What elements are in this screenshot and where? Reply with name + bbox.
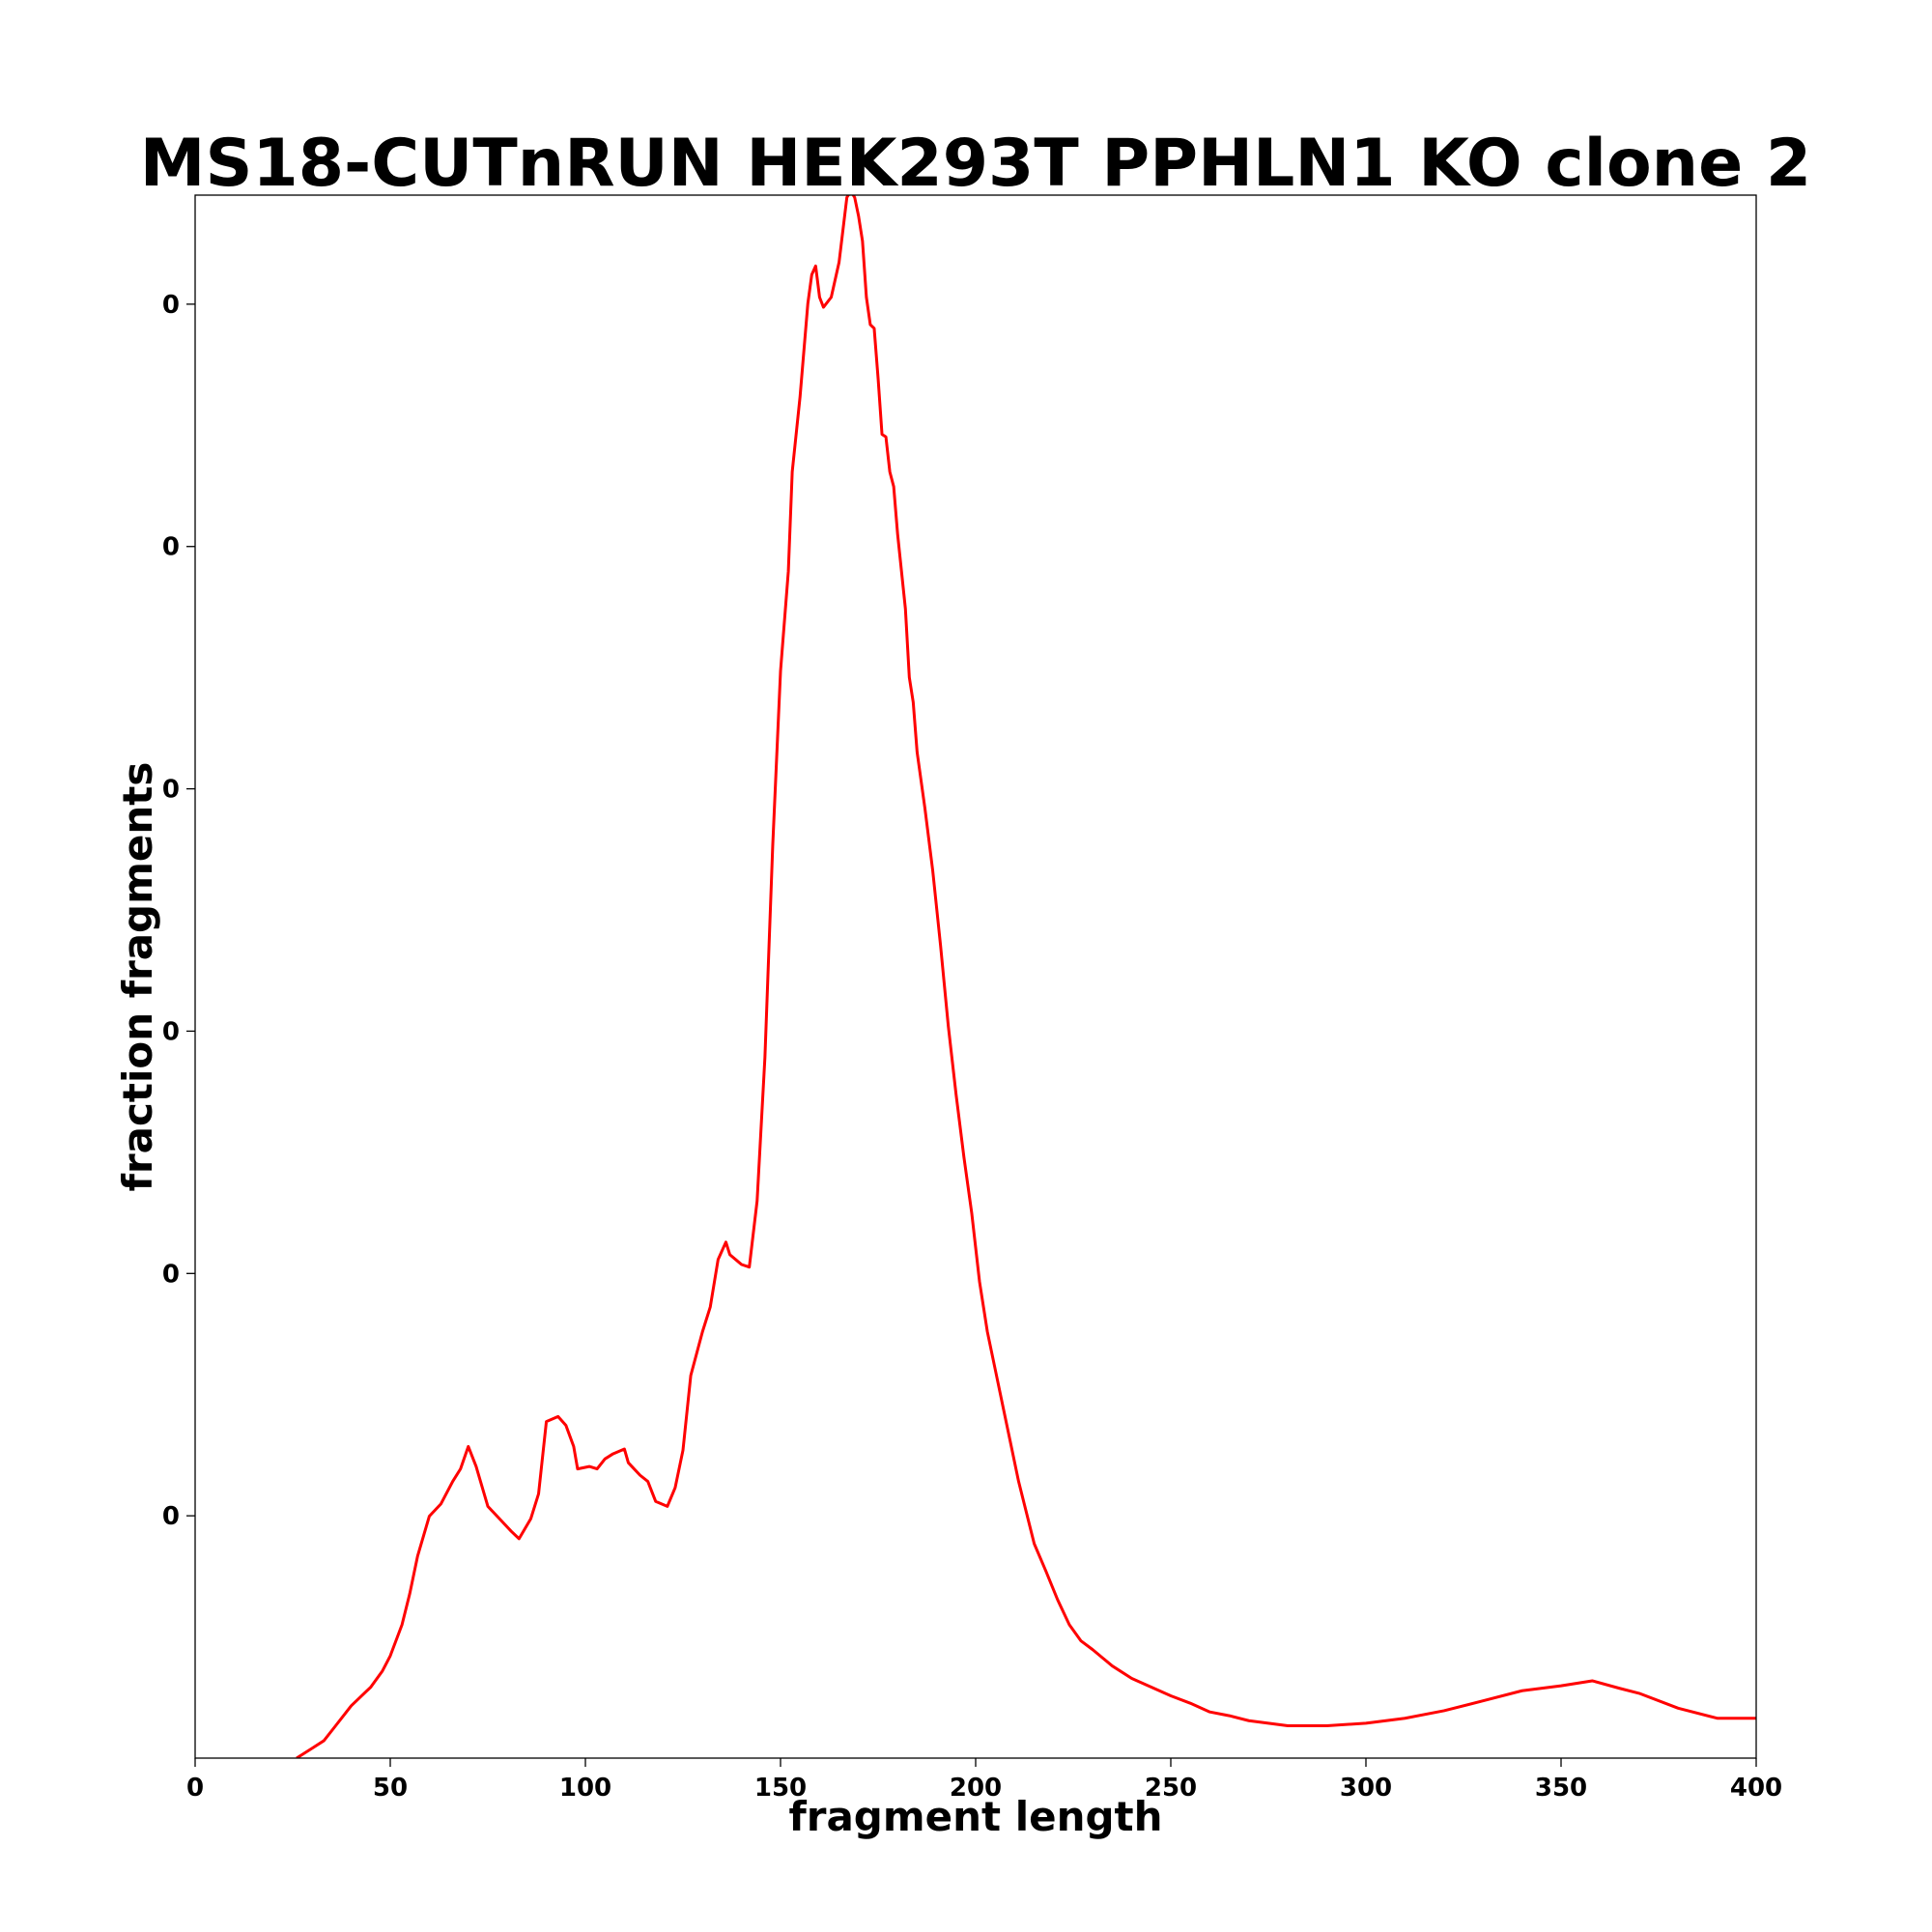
plot-frame: [194, 194, 1757, 1759]
y-tick-label: 0: [162, 1260, 180, 1289]
x-tick-label: 150: [754, 1774, 807, 1803]
x-tick-label: 250: [1145, 1774, 1197, 1803]
y-tick-label: 0: [162, 291, 180, 320]
y-tick-label: 0: [162, 1017, 180, 1046]
x-tick-label: 300: [1340, 1774, 1392, 1803]
y-tick-label: 0: [162, 1502, 180, 1531]
x-tick-label: 0: [186, 1774, 204, 1803]
x-tick-label: 400: [1730, 1774, 1782, 1803]
y-tick-label: 0: [162, 533, 180, 562]
data-line: [296, 195, 1756, 1758]
y-axis-label: fraction fragments: [114, 762, 161, 1192]
y-tick-label: 0: [162, 776, 180, 805]
x-tick-label: 50: [373, 1774, 408, 1803]
x-tick-label: 100: [559, 1774, 611, 1803]
x-tick-label: 350: [1535, 1774, 1587, 1803]
chart-title: MS18-CUTnRUN HEK293T PPHLN1 KO clone 2: [140, 126, 1811, 202]
x-tick-label: 200: [950, 1774, 1002, 1803]
x-axis-label: fragment length: [788, 1793, 1162, 1840]
